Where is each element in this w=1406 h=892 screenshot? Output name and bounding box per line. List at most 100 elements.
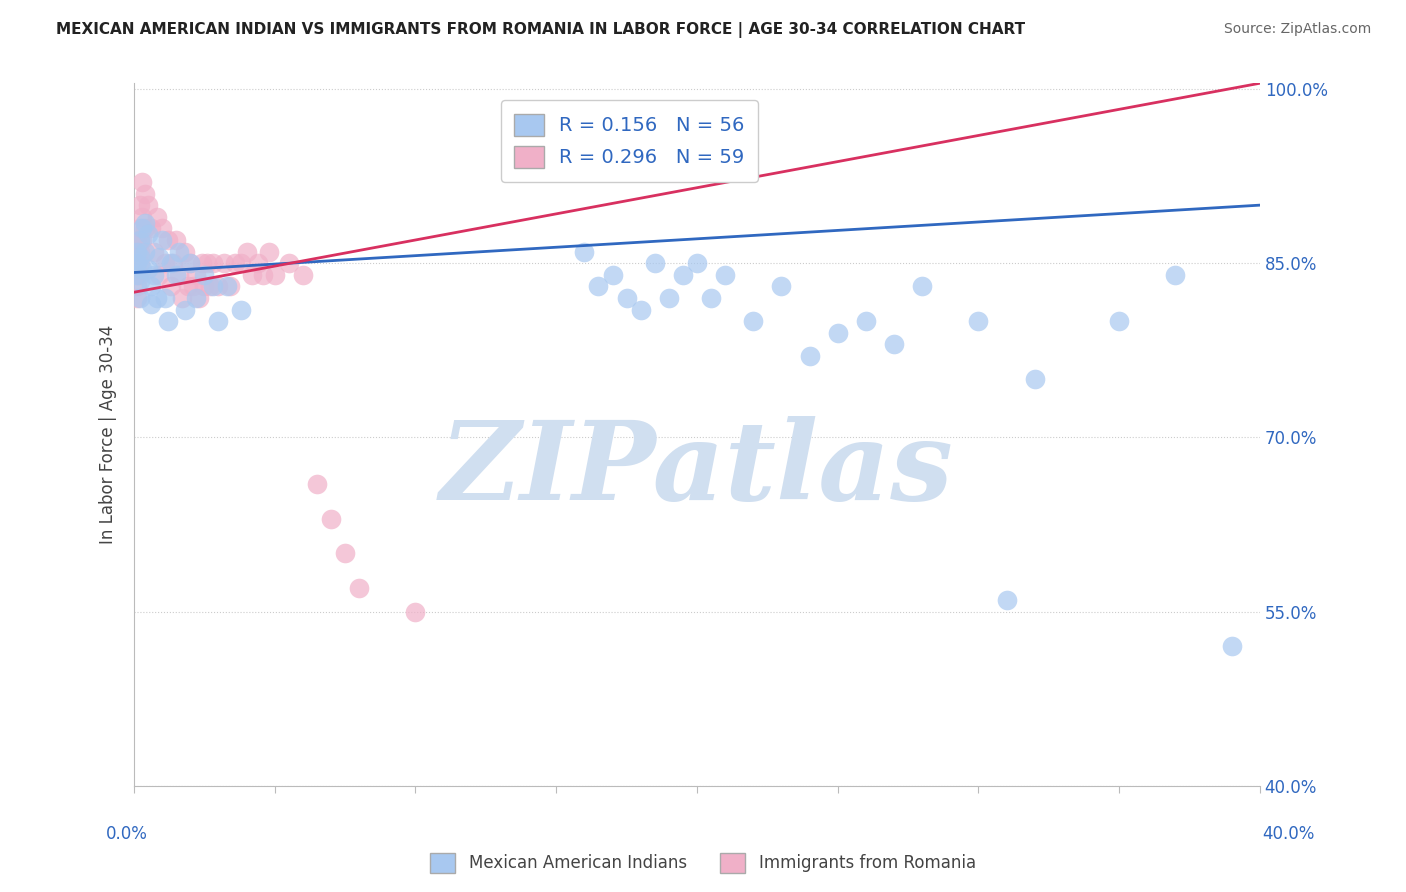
Point [187,291,209,305]
Point [167,244,190,259]
Point [827,326,849,340]
Point [235,244,257,259]
Point [218,279,240,293]
Point [125,233,148,247]
Point [333,547,356,561]
Point [179,256,201,270]
Point [405,605,427,619]
Point [128,221,150,235]
Point [616,291,638,305]
Point [319,511,342,525]
Point [165,268,187,282]
Point [156,233,179,247]
Point [291,268,314,282]
Point [128,256,150,270]
Point [134,216,156,230]
Point [162,256,184,270]
Point [142,268,165,282]
Y-axis label: In Labor Force | Age 30-34: In Labor Force | Age 30-34 [100,325,117,544]
Point [212,256,235,270]
Point [145,291,167,305]
Point [125,256,148,270]
Point [173,244,195,259]
Point [181,279,204,293]
Point [131,262,153,277]
Point [995,593,1018,607]
Point [136,227,159,242]
Point [201,279,224,293]
Point [714,268,737,282]
Point [246,256,269,270]
Point [229,302,252,317]
Point [347,582,370,596]
Point [131,233,153,247]
Point [224,256,246,270]
Point [658,291,681,305]
Point [134,186,156,201]
Point [198,279,221,293]
Point [240,268,263,282]
Point [159,279,181,293]
Point [263,268,285,282]
Point [134,221,156,235]
Point [159,256,181,270]
Point [176,279,198,293]
Point [128,251,150,265]
Point [131,221,153,235]
Point [252,268,274,282]
Point [153,291,176,305]
Point [145,210,167,224]
Point [173,302,195,317]
Point [150,221,173,235]
Point [883,337,905,351]
Point [142,244,165,259]
Point [131,175,153,189]
Point [1220,640,1243,654]
Point [686,256,709,270]
Point [136,262,159,277]
Point [125,244,148,259]
Point [184,291,207,305]
Point [153,256,176,270]
Point [131,210,153,224]
Point [229,256,252,270]
Point [139,297,162,311]
Point [588,279,610,293]
Point [630,302,652,317]
Text: MEXICAN AMERICAN INDIAN VS IMMIGRANTS FROM ROMANIA IN LABOR FORCE | AGE 30-34 CO: MEXICAN AMERICAN INDIAN VS IMMIGRANTS FR… [56,22,1025,38]
Point [179,256,201,270]
Point [193,268,215,282]
Point [190,256,212,270]
Legend: R = 0.156   N = 56, R = 0.296   N = 59: R = 0.156 N = 56, R = 0.296 N = 59 [501,100,758,182]
Point [277,256,299,270]
Point [128,274,150,288]
Point [799,349,821,363]
Point [165,233,187,247]
Point [911,279,934,293]
Point [167,268,190,282]
Point [125,256,148,270]
Point [128,233,150,247]
Point [193,279,215,293]
Point [257,244,280,259]
Text: ZIPatlas: ZIPatlas [440,416,953,524]
Point [201,256,224,270]
Text: Source: ZipAtlas.com: Source: ZipAtlas.com [1223,22,1371,37]
Point [125,244,148,259]
Point [170,291,193,305]
Point [1024,372,1046,386]
Point [128,198,150,212]
Point [136,198,159,212]
Point [128,244,150,259]
Point [1108,314,1130,328]
Point [672,268,695,282]
Point [128,233,150,247]
Text: 0.0%: 0.0% [105,825,148,843]
Point [574,244,596,259]
Point [700,291,723,305]
Point [125,268,148,282]
Point [195,256,218,270]
Point [139,279,162,293]
Point [156,314,179,328]
Point [150,233,173,247]
